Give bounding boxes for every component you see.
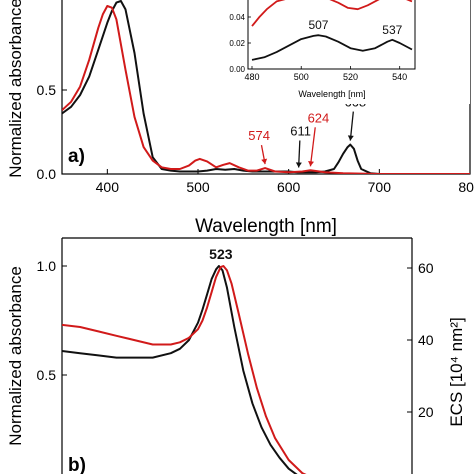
- inset-x-tick-label: 500: [294, 72, 309, 82]
- panel-b-series: [62, 265, 307, 474]
- panel-a-x-tick-label: 600: [277, 179, 301, 195]
- panel-a-peak-arrowhead-611: [295, 162, 302, 168]
- panel-a-series-red-line: [62, 5, 470, 174]
- panel-a-x-tick-label: 800: [458, 179, 474, 195]
- panel-a-y-tick-label: 0.5: [37, 82, 57, 98]
- panel-b-annotations: 523: [209, 246, 233, 262]
- panel-a-y-axis-label: Normalized absorbance: [6, 0, 25, 178]
- inset-background: [226, 0, 470, 104]
- inset-series-black-line: [251, 34, 413, 61]
- panel-b-series-red-line: [62, 265, 307, 474]
- panel-a-series-black-line: [62, 0, 470, 174]
- panel-b-y-tick-label: 0.5: [37, 367, 57, 383]
- inset-series-red-line: [251, 0, 413, 27]
- panel-a-label: a): [68, 146, 85, 167]
- panel-a-peak-arrowhead-574: [261, 158, 268, 165]
- inset-x-tick-label: 480: [244, 72, 259, 82]
- panel-b-y2-axis-label: ECS [10⁴ nm²]: [447, 317, 466, 426]
- panel-a-series: [62, 0, 470, 174]
- inset-peak-label-507: 507: [308, 18, 328, 32]
- inset-x-axis-label: Wavelength [nm]: [298, 89, 365, 99]
- inset-y-tick-label: 0.04: [229, 13, 245, 22]
- panel-a-x-axis-label: Wavelength [nm]: [195, 216, 337, 237]
- panel-a-peak-arrowhead-668: [347, 135, 354, 141]
- inset-ticks: 480 500 520 540 0.00 0.02 0.04: [229, 13, 407, 82]
- panel-b-peak-label-523: 523: [209, 246, 233, 262]
- panel-b-y2-tick-label: 60: [418, 260, 434, 276]
- panel-a-x-tick-label: 400: [96, 179, 120, 195]
- panel-a-peak-arrow-624: [309, 127, 316, 167]
- inset-series: [251, 0, 413, 61]
- panel-a-inset: 480 500 520 540 0.00 0.02 0.04 507 537 Waveleng…: [226, 0, 470, 104]
- inset-y-tick-label: 0.02: [229, 39, 245, 48]
- panel-a-peak-label-574: 574: [248, 128, 270, 143]
- panel-b-ticks: 0.5 1.0 20 40 60: [37, 258, 434, 420]
- inset-x-tick-label: 540: [392, 72, 407, 82]
- inset-peak-label-537: 537: [382, 23, 402, 37]
- panel-a-peak-label-624: 624: [308, 110, 330, 125]
- panel-a-peak-label-611: 611: [290, 123, 311, 138]
- panel-b: 0.5 1.0 20 40 60 523 b) Normalized absorbanc…: [6, 237, 466, 474]
- panel-a-ticks: 400 500 600 700 800 0.0 0.5: [37, 82, 474, 195]
- inset-y-tick-label: 0.00: [229, 65, 245, 74]
- inset-x-tick-label: 520: [343, 72, 358, 82]
- panel-b-y2-tick-label: 40: [418, 332, 434, 348]
- inset-annotations: 507 537: [308, 18, 402, 37]
- panel-b-label: b): [68, 455, 86, 474]
- panel-b-y-tick-label: 1.0: [37, 258, 57, 274]
- panel-a-y-tick-label: 0.0: [37, 166, 57, 182]
- panel-b-series-black-line: [62, 265, 298, 474]
- panel-a-x-tick-label: 700: [368, 179, 392, 195]
- panel-b-y2-tick-label: 20: [418, 404, 434, 420]
- inset-frame: [247, 0, 416, 70]
- panel-b-y-axis-label: Normalized absorbance: [6, 266, 25, 446]
- panel-a-x-tick-label: 500: [186, 179, 210, 195]
- panel-a: 4005006007008000.00.5 574611624668 a) Wa…: [6, 0, 474, 237]
- panel-a-peak-arrowhead-624: [308, 160, 315, 167]
- panel-a-annotations: 574611624668: [248, 95, 366, 168]
